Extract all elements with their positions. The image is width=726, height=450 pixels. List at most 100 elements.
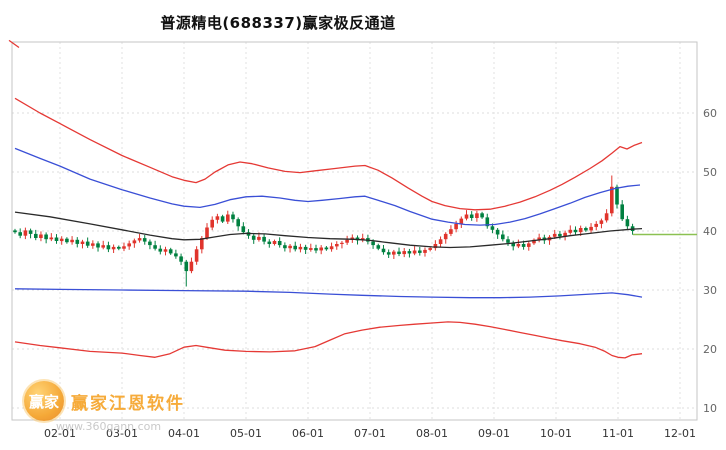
candle-down [267,239,272,248]
candle-down [381,245,386,255]
candle-up [412,246,417,256]
candle-up [604,209,609,223]
candle-down [75,237,80,248]
candle-up [132,238,137,248]
upper-channel-red [14,97,643,211]
candle-down [142,235,147,245]
y-tick-label: 40 [703,225,717,238]
candle-up [288,244,292,253]
y-tick-label: 30 [703,284,717,297]
y-tick-label: 50 [703,166,717,179]
candle-down [558,230,562,240]
candle-up [23,227,28,240]
candle-up [189,257,194,274]
candle-down [220,214,225,223]
candle-down [397,247,401,257]
candle-down [262,233,266,245]
candle-up [599,218,604,229]
candle-down [625,215,630,230]
candle-up [319,245,323,255]
candle-down [584,226,588,232]
candle-up [91,240,95,249]
candle-down [386,249,391,258]
y-tick-label: 10 [703,402,717,415]
candle-down [18,228,22,239]
candle-down [231,211,235,223]
candle-down [480,211,484,219]
candle-up [516,239,521,249]
x-tick-label: 09-01 [478,427,510,440]
candle-up [449,225,453,237]
candle-down [241,222,246,235]
candle-up [340,241,344,249]
candle-up [392,249,396,259]
x-tick-label: 05-01 [230,427,262,440]
candle-down [324,246,329,251]
x-tick-label: 03-01 [106,427,138,440]
candle-down [485,213,490,229]
candle-up [194,246,199,265]
candle-down [28,228,33,239]
candle-down [303,244,308,254]
candle-up [537,233,541,243]
candle-down [293,241,297,252]
candle-down [469,211,474,221]
watermark: 赢家 赢家江恩软件 www.360gann.com [24,381,185,433]
candle-up [459,216,464,228]
candle-up [137,234,142,243]
candle-up [589,223,593,233]
candle-up [532,238,536,245]
x-tick-label: 08-01 [416,427,448,440]
candle-down [573,226,578,235]
lower-channel-red [14,321,643,359]
candle-up [547,235,552,245]
candle-down [418,247,422,256]
candle-up [298,243,303,253]
candle-down [283,242,287,252]
lower-channel-blue [14,288,643,299]
candle-up [127,240,131,250]
y-tick-label: 60 [703,107,717,120]
candle-down [277,237,282,248]
candle-up [39,231,43,242]
candle-down [44,232,48,244]
x-tick-label: 10-01 [540,427,572,440]
candle-down [13,228,17,234]
candle-down [34,229,38,241]
candle-up [345,235,349,245]
candle-down [184,259,189,287]
candle-down [376,243,381,251]
candle-down [314,244,318,254]
candle-up [210,216,214,231]
candle-down [85,237,90,248]
candle-up [80,239,85,249]
candle-up [49,233,54,242]
candle-down [179,253,183,266]
candle-down [54,234,59,244]
candle-up [335,241,339,250]
candle-up [101,240,105,250]
candle-up [475,210,479,222]
candle-down [407,248,412,258]
mid-line-black [14,211,643,249]
candle-up [329,242,334,252]
brand-name: 赢家江恩软件 [71,393,185,414]
candle-down [96,241,100,252]
candle-down [148,239,152,250]
candle-down [168,247,173,255]
candle-up [70,236,74,245]
candle-up [111,244,116,253]
candle-up [563,230,567,241]
x-tick-label: 06-01 [292,427,324,440]
upper-channel-blue [14,147,641,226]
plot-frame [11,41,698,421]
candle-up [122,242,126,252]
candle-up [205,223,209,240]
candle-down [495,228,500,239]
candle-up [443,232,448,244]
candle-up [610,175,614,217]
candle-up [360,233,365,243]
x-tick-label: 07-01 [354,427,386,440]
y-tick-label: 20 [703,343,717,356]
